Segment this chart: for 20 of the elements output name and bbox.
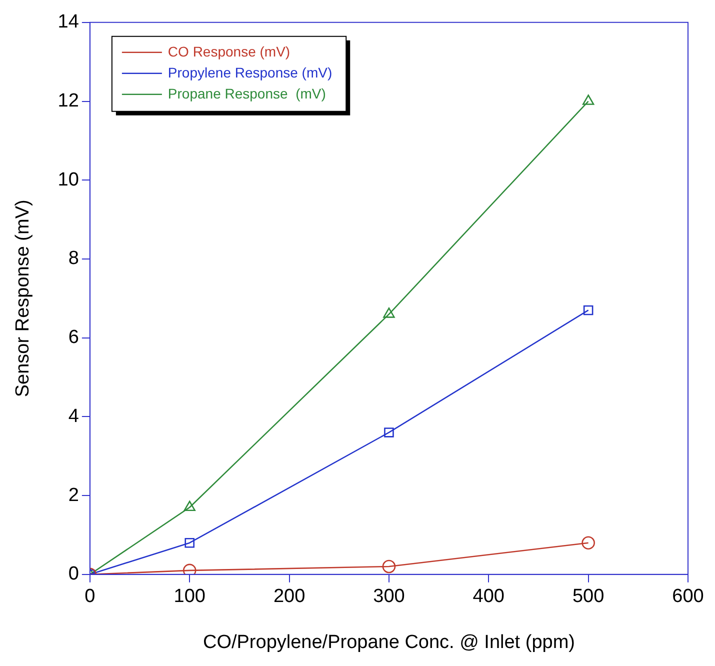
x-tick-label: 200: [273, 586, 306, 608]
x-tick-label: 100: [174, 586, 206, 608]
x-tick-label: 500: [572, 586, 604, 608]
x-tick-label: 0: [84, 586, 96, 608]
legend-label: Propane Response (mV): [168, 85, 326, 102]
y-tick-label: 10: [58, 169, 79, 190]
y-tick-label: 2: [68, 484, 79, 506]
y-tick-label: 0: [68, 564, 79, 585]
y-tick-label: 4: [68, 406, 80, 427]
x-axis-title: CO/Propylene/Propane Conc. @ Inlet (ppm): [202, 632, 575, 653]
x-tick-label: 300: [373, 586, 405, 608]
legend-label: Propylene Response (mV): [168, 64, 332, 80]
y-tick-label: 8: [68, 248, 79, 270]
y-tick-label: 12: [58, 90, 79, 112]
x-tick-label: 400: [472, 586, 504, 608]
y-tick-label: 6: [68, 327, 79, 348]
x-tick-label: 600: [672, 586, 704, 608]
y-axis-title: Sensor Response (mV): [12, 200, 34, 398]
legend-label: CO Response (mV): [168, 43, 290, 60]
y-tick-label: 14: [58, 12, 80, 33]
